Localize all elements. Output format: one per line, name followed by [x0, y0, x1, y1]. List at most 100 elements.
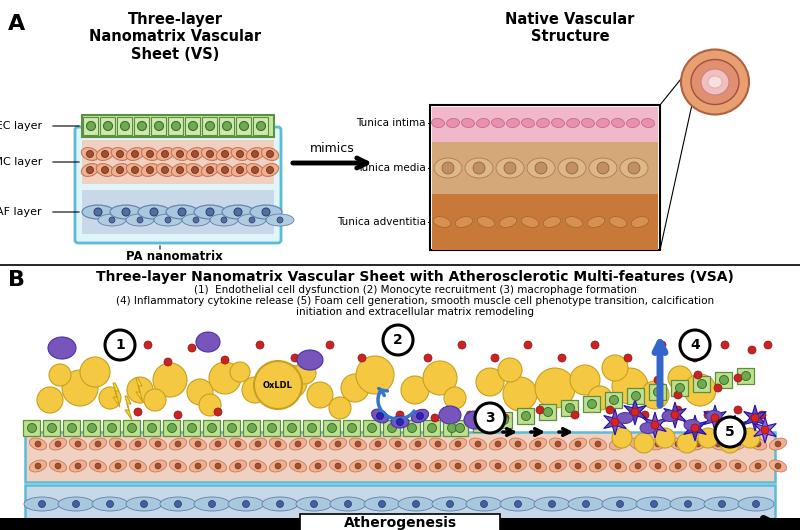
Ellipse shape [478, 217, 494, 227]
Bar [303, 420, 320, 436]
Circle shape [209, 362, 241, 394]
Ellipse shape [434, 217, 450, 227]
Circle shape [355, 441, 361, 447]
Circle shape [75, 463, 81, 469]
Ellipse shape [750, 438, 766, 450]
Circle shape [345, 500, 351, 508]
Circle shape [209, 500, 215, 508]
Circle shape [549, 500, 555, 508]
Circle shape [358, 354, 366, 362]
Ellipse shape [568, 497, 604, 511]
Circle shape [571, 411, 579, 419]
Polygon shape [754, 417, 776, 443]
Circle shape [427, 423, 437, 432]
Ellipse shape [202, 164, 218, 176]
Circle shape [237, 166, 243, 173]
Ellipse shape [704, 497, 740, 511]
Bar [223, 420, 240, 436]
Circle shape [86, 166, 94, 173]
Ellipse shape [631, 217, 649, 227]
Circle shape [99, 387, 121, 409]
Bar [117, 117, 132, 135]
Circle shape [615, 463, 621, 469]
Text: Atherogenesis: Atherogenesis [343, 516, 457, 530]
Circle shape [146, 151, 154, 157]
Circle shape [174, 500, 182, 508]
Circle shape [597, 162, 609, 174]
Circle shape [719, 375, 729, 384]
Circle shape [611, 418, 619, 426]
Circle shape [475, 463, 481, 469]
Circle shape [206, 166, 214, 173]
Circle shape [634, 433, 654, 453]
Polygon shape [113, 383, 120, 407]
Circle shape [127, 377, 153, 403]
Circle shape [109, 217, 115, 223]
Circle shape [255, 441, 261, 447]
Ellipse shape [262, 164, 278, 176]
Circle shape [602, 355, 628, 381]
Text: Native Vascular
Structure: Native Vascular Structure [506, 12, 634, 45]
Circle shape [536, 406, 544, 414]
Ellipse shape [186, 164, 204, 176]
Circle shape [524, 341, 532, 349]
Circle shape [215, 441, 221, 447]
Circle shape [257, 121, 266, 130]
Circle shape [695, 463, 701, 469]
Ellipse shape [150, 460, 166, 472]
Circle shape [447, 423, 457, 432]
Circle shape [654, 376, 662, 384]
Ellipse shape [534, 497, 570, 511]
Ellipse shape [610, 217, 626, 227]
Circle shape [165, 217, 171, 223]
Ellipse shape [246, 147, 264, 161]
Circle shape [367, 423, 377, 432]
Ellipse shape [566, 217, 582, 227]
Ellipse shape [170, 460, 186, 472]
Polygon shape [684, 415, 706, 441]
Ellipse shape [510, 460, 526, 472]
Ellipse shape [126, 147, 144, 161]
Circle shape [423, 361, 457, 395]
Ellipse shape [238, 214, 266, 226]
Bar [517, 408, 534, 424]
Circle shape [206, 151, 214, 157]
Ellipse shape [500, 497, 536, 511]
Ellipse shape [770, 460, 786, 472]
Ellipse shape [590, 460, 606, 472]
Ellipse shape [216, 164, 234, 176]
Circle shape [671, 411, 679, 419]
Ellipse shape [130, 460, 146, 472]
Circle shape [628, 162, 640, 174]
Text: 1: 1 [115, 338, 125, 352]
Ellipse shape [350, 460, 366, 472]
Ellipse shape [670, 497, 706, 511]
Circle shape [395, 441, 401, 447]
Bar [82, 190, 274, 234]
Circle shape [695, 441, 701, 447]
Ellipse shape [602, 497, 638, 511]
Circle shape [310, 500, 318, 508]
Ellipse shape [681, 49, 749, 114]
Text: OxLDL: OxLDL [263, 381, 293, 390]
Circle shape [222, 166, 229, 173]
Ellipse shape [398, 497, 434, 511]
Circle shape [651, 421, 659, 429]
Ellipse shape [730, 438, 746, 450]
Circle shape [715, 463, 721, 469]
Ellipse shape [230, 460, 246, 472]
Ellipse shape [210, 438, 226, 450]
Ellipse shape [431, 118, 445, 128]
Circle shape [86, 151, 94, 157]
Ellipse shape [490, 460, 506, 472]
Circle shape [514, 500, 522, 508]
Circle shape [135, 441, 141, 447]
Circle shape [491, 354, 499, 362]
Ellipse shape [530, 438, 546, 450]
Circle shape [131, 151, 138, 157]
Ellipse shape [250, 460, 266, 472]
Ellipse shape [537, 118, 550, 128]
Ellipse shape [477, 118, 490, 128]
Circle shape [715, 417, 745, 447]
Bar [63, 420, 80, 436]
